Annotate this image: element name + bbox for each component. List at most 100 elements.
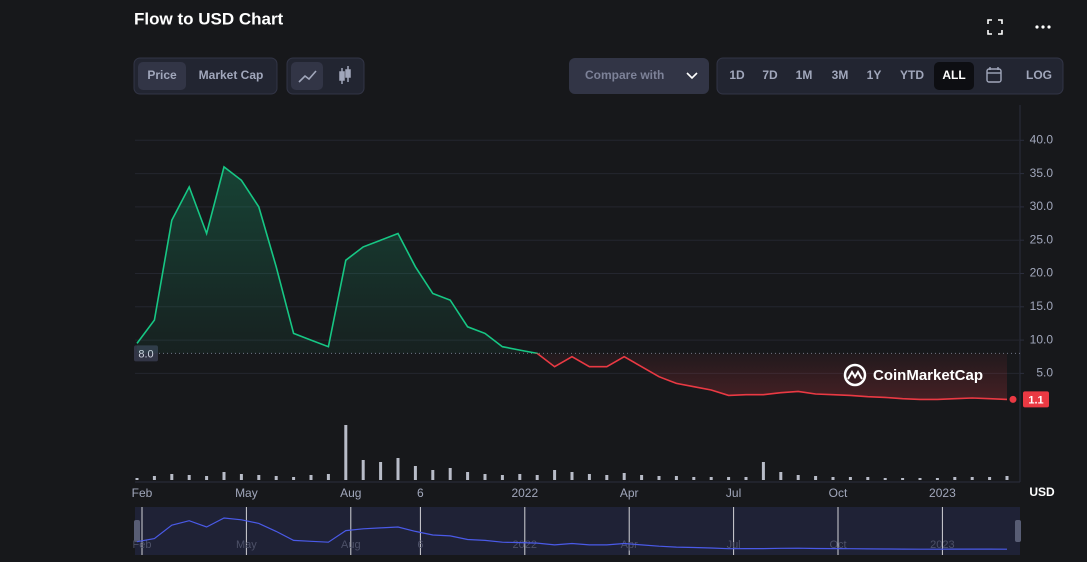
range-button[interactable]: 3M [832,68,849,82]
volume-bar [448,468,452,480]
volume-bar [361,460,365,480]
volume-bar [831,477,835,480]
volume-bar [553,470,557,480]
volume-bar [274,476,278,480]
volume-bar [744,477,748,480]
volume-bar [187,475,191,480]
volume-bar [640,475,644,480]
line-icon [298,70,317,83]
range-button[interactable]: 1M [796,68,813,82]
volume-bar [431,470,435,480]
x-tick-label: 2022 [511,486,538,500]
x-tick-label: 2023 [929,486,956,500]
volume-bar [518,474,522,480]
volume-bar [535,475,539,480]
navigator-label: Apr [621,539,638,551]
volume-bar [292,477,296,480]
y-tick-label: 40.0 [1030,132,1054,146]
volume-bar [657,476,661,480]
candle-icon[interactable] [339,66,351,84]
volume-bar [866,477,870,480]
chart-title: Flow to USD Chart [134,9,284,28]
range-group [716,57,1064,95]
compare-label: Compare with [585,68,664,82]
navigator-label: 2023 [930,539,954,551]
range-button[interactable]: 1Y [867,68,882,82]
navigator-label: 6 [417,539,423,551]
volume-bar [935,478,939,480]
volume-bar [344,425,348,480]
x-tick-label: 6 [417,486,424,500]
watermark: CoinMarketCap [843,363,983,387]
x-tick-label: Jul [726,486,741,500]
value-label-bg [1023,391,1049,408]
navigator-label: Aug [341,539,361,551]
volume-bar [483,474,487,480]
tab-button[interactable]: Market Cap [199,68,264,82]
more-icon[interactable] [1035,25,1051,29]
range-button[interactable]: 7D [762,68,778,82]
y-unit: USD [1029,485,1055,499]
volume-bar [918,478,922,480]
price-line [136,165,1008,401]
x-tick-label: Oct [829,486,848,500]
volume-bar [814,476,818,480]
navigator-line [136,517,1008,550]
volume-bar [796,475,800,480]
price-area [137,166,1007,400]
navigator-label: May [236,539,257,551]
volume-bar [500,475,504,480]
y-tick-label: 5.0 [1036,366,1053,380]
line-style-button[interactable] [291,62,323,90]
y-tick-label: 10.0 [1030,332,1054,346]
volume-bar [953,477,957,480]
volume-bar [674,476,678,480]
x-tick-label: May [235,486,258,500]
volume-bar [848,477,852,480]
volume-bar [692,477,696,480]
volume-bar [605,475,609,480]
volume-bar [222,472,226,480]
range-button[interactable]: 1D [729,68,745,82]
navigator-handle[interactable] [134,520,140,542]
range-button[interactable]: ALL [942,68,965,82]
volume-bar [587,474,591,480]
volume-bar [152,476,156,480]
range-active-bg [934,62,974,90]
volume-bar [970,477,974,480]
compare-dropdown[interactable] [569,58,709,94]
volume-bar [709,477,713,480]
log-button[interactable]: LOG [1026,68,1052,82]
volume-bar [988,477,992,480]
navigator-label: 2022 [513,539,537,551]
tab-active-bg [138,62,186,90]
volume-bar [779,472,783,480]
tab-button[interactable]: Price [147,68,177,82]
x-tick-label: Apr [620,486,639,500]
range-button[interactable]: YTD [900,68,924,82]
y-tick-label: 30.0 [1030,199,1054,213]
watermark-text: CoinMarketCap [873,367,983,384]
navigator-handle[interactable] [1015,520,1021,542]
last-point [1009,395,1017,403]
volume-bar [379,462,383,480]
volume-bar [205,476,209,480]
navigator-label: Oct [829,539,846,551]
volume-bar [901,478,905,480]
x-tick-label: Feb [132,486,153,500]
volume-bar [622,473,626,480]
volume-bar [1005,476,1009,480]
x-tick-label: Aug [340,486,361,500]
volume-bar [727,477,731,480]
navigator[interactable] [135,507,1020,555]
volume-bar [309,475,313,480]
volume-bar [570,472,574,480]
y-tick-label: 15.0 [1030,299,1054,313]
calendar-icon[interactable] [986,67,1002,83]
fullscreen-icon[interactable] [987,19,1003,35]
volume-bar [239,474,243,480]
volume-bar [466,472,470,480]
value-label: 1.1 [1028,394,1043,406]
